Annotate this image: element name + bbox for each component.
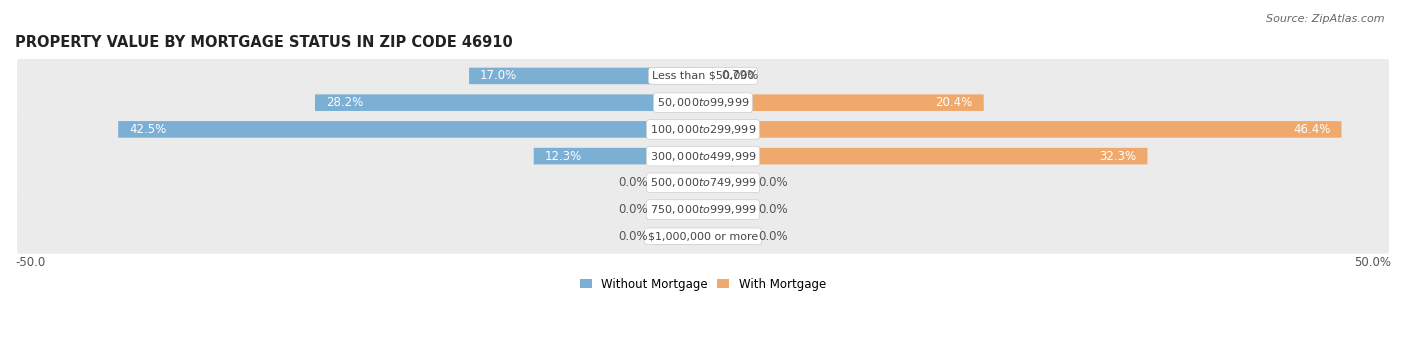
Text: $50,000 to $99,999: $50,000 to $99,999 xyxy=(657,96,749,109)
FancyBboxPatch shape xyxy=(470,68,703,84)
FancyBboxPatch shape xyxy=(703,68,714,84)
Text: 46.4%: 46.4% xyxy=(1294,123,1330,136)
Text: 0.0%: 0.0% xyxy=(758,176,787,189)
FancyBboxPatch shape xyxy=(655,201,703,218)
Text: 0.79%: 0.79% xyxy=(721,70,758,83)
Text: 12.3%: 12.3% xyxy=(544,150,582,163)
Text: $750,000 to $999,999: $750,000 to $999,999 xyxy=(650,203,756,216)
FancyBboxPatch shape xyxy=(703,148,1147,164)
FancyBboxPatch shape xyxy=(534,148,703,164)
Text: Source: ZipAtlas.com: Source: ZipAtlas.com xyxy=(1267,14,1385,24)
FancyBboxPatch shape xyxy=(17,219,1389,254)
Text: PROPERTY VALUE BY MORTGAGE STATUS IN ZIP CODE 46910: PROPERTY VALUE BY MORTGAGE STATUS IN ZIP… xyxy=(15,35,513,50)
Text: 0.0%: 0.0% xyxy=(758,230,787,243)
FancyBboxPatch shape xyxy=(703,121,1341,138)
FancyBboxPatch shape xyxy=(655,175,703,191)
Text: 32.3%: 32.3% xyxy=(1099,150,1136,163)
Text: 20.4%: 20.4% xyxy=(935,96,973,109)
FancyBboxPatch shape xyxy=(655,228,703,244)
Text: $500,000 to $749,999: $500,000 to $749,999 xyxy=(650,176,756,189)
FancyBboxPatch shape xyxy=(17,59,1389,93)
FancyBboxPatch shape xyxy=(118,121,703,138)
FancyBboxPatch shape xyxy=(17,165,1389,200)
FancyBboxPatch shape xyxy=(17,192,1389,227)
Text: $1,000,000 or more: $1,000,000 or more xyxy=(648,231,758,241)
Text: 0.0%: 0.0% xyxy=(619,203,648,216)
FancyBboxPatch shape xyxy=(703,175,751,191)
Text: 0.0%: 0.0% xyxy=(619,230,648,243)
Text: 17.0%: 17.0% xyxy=(479,70,517,83)
FancyBboxPatch shape xyxy=(17,85,1389,120)
Text: Less than $50,000: Less than $50,000 xyxy=(652,71,754,81)
Text: 0.0%: 0.0% xyxy=(619,176,648,189)
FancyBboxPatch shape xyxy=(17,112,1389,147)
Text: -50.0: -50.0 xyxy=(15,255,45,269)
Text: 0.0%: 0.0% xyxy=(758,203,787,216)
FancyBboxPatch shape xyxy=(703,228,751,244)
FancyBboxPatch shape xyxy=(17,139,1389,174)
Text: $100,000 to $299,999: $100,000 to $299,999 xyxy=(650,123,756,136)
FancyBboxPatch shape xyxy=(315,94,703,111)
FancyBboxPatch shape xyxy=(703,201,751,218)
FancyBboxPatch shape xyxy=(703,94,984,111)
Text: 42.5%: 42.5% xyxy=(129,123,166,136)
Text: $300,000 to $499,999: $300,000 to $499,999 xyxy=(650,150,756,163)
Text: 28.2%: 28.2% xyxy=(326,96,363,109)
Legend: Without Mortgage, With Mortgage: Without Mortgage, With Mortgage xyxy=(581,278,825,291)
Text: 50.0%: 50.0% xyxy=(1354,255,1391,269)
